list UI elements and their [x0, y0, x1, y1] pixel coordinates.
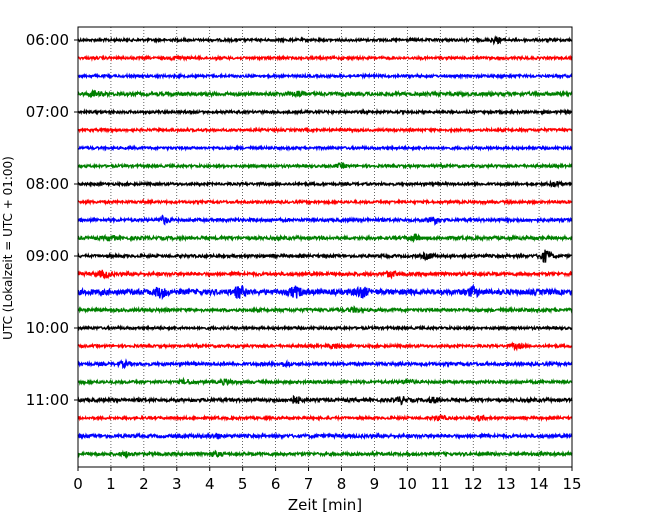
trace-0715 [77, 126, 573, 134]
trace-0930 [77, 283, 573, 301]
x-tick-label-12: 12 [464, 475, 483, 493]
trace-0630 [77, 72, 573, 80]
trace-0945 [77, 305, 573, 315]
trace-0645 [77, 88, 573, 99]
trace-1145 [77, 449, 573, 460]
x-tick-label-2: 2 [139, 475, 149, 493]
trace-0845 [77, 232, 573, 244]
y-tick-label-0900: 09:00 [26, 247, 69, 265]
x-tick-label-14: 14 [530, 475, 549, 493]
y-axis-ticks: 06:00 07:00 08:00 09:00 10:00 11:00 [26, 31, 78, 409]
y-axis-label: UTC (Lokalzeit = UTC + 01:00) [1, 156, 15, 340]
plot-frame [77, 26, 573, 468]
x-tick-label-6: 6 [271, 475, 281, 493]
trace-0900 [77, 249, 573, 263]
x-tick-label-0: 0 [73, 475, 83, 493]
y-tick-label-0700: 07:00 [26, 103, 69, 121]
x-tick-label-8: 8 [337, 475, 347, 493]
seismic-traces [77, 35, 573, 460]
x-tick-label-13: 13 [497, 475, 516, 493]
trace-0700 [77, 108, 573, 116]
trace-1100 [77, 394, 573, 406]
x-tick-label-7: 7 [304, 475, 314, 493]
y-tick-label-0800: 08:00 [26, 175, 69, 193]
x-tick-label-1: 1 [106, 475, 116, 493]
y-tick-label-0600: 06:00 [26, 31, 69, 49]
trace-1045 [77, 376, 573, 387]
trace-0915 [77, 269, 573, 280]
trace-0815 [77, 198, 573, 206]
x-tick-label-11: 11 [431, 475, 450, 493]
x-axis-ticks: 0 1 2 3 4 5 6 7 8 9 10 11 12 13 14 15 [73, 467, 582, 493]
x-tick-label-10: 10 [398, 475, 417, 493]
trace-0615 [77, 54, 573, 62]
x-tick-label-5: 5 [238, 475, 248, 493]
trace-1130 [77, 431, 573, 441]
x-tick-label-4: 4 [205, 475, 215, 493]
x-tick-label-3: 3 [172, 475, 182, 493]
trace-0600 [77, 35, 573, 46]
trace-1030 [77, 358, 573, 370]
trace-0745 [77, 161, 573, 170]
x-axis-label: Zeit [min] [288, 496, 362, 514]
trace-0800 [77, 179, 573, 189]
y-tick-label-1000: 10:00 [26, 319, 69, 337]
x-tick-label-15: 15 [562, 475, 581, 493]
x-tick-label-9: 9 [370, 475, 380, 493]
trace-1115 [77, 413, 573, 423]
trace-0730 [77, 144, 573, 152]
trace-0830 [77, 214, 573, 226]
y-tick-label-1100: 11:00 [26, 391, 69, 409]
trace-1000 [77, 324, 573, 332]
trace-1015 [77, 341, 573, 352]
